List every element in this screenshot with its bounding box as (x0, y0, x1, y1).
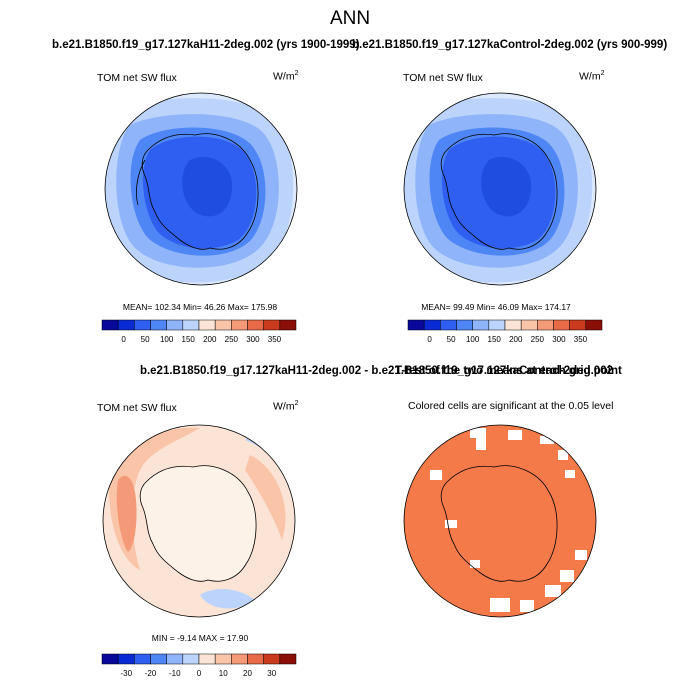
case2-colorbar-swatch (440, 319, 457, 331)
diff-colorbar-tick-label: 30 (267, 669, 276, 678)
case1-colorbar-swatch (263, 319, 281, 331)
case1-colorbar-tick-label: 300 (246, 335, 260, 344)
case2-colorbar-swatch (456, 319, 473, 331)
case2-colorbar-swatch (537, 319, 554, 331)
case1-colorbar-swatch (134, 319, 151, 331)
diff-colorbar-swatch (182, 653, 200, 665)
diff-unit: W/m2 (273, 400, 299, 413)
ttest-header: T-test of the two means at each grid poi… (395, 365, 622, 377)
case1-colorbar-swatch (150, 319, 167, 331)
diff-colorbar-swatch (247, 653, 264, 665)
case1-colorbar-tick-label: 150 (182, 335, 196, 344)
case2-colorbar-swatch (407, 319, 425, 331)
case2-colorbar-tick-label: 150 (488, 335, 502, 344)
case2-colorbar-swatch (488, 319, 506, 331)
diff-colorbar-swatch (166, 653, 184, 665)
case1-colorbar: 0 50 100 150 200 250 300 350 (101, 319, 297, 344)
case2-colorbar-tick-label: 0 (427, 335, 432, 344)
case1-stats: MEAN= 102.34 Min= 46.26 Max= 175.98 (122, 302, 278, 312)
diff-header: b.e21.B1850.f19_g17.127kaH11-2deg.002 - … (139, 365, 613, 377)
case1-colorbar-swatch (117, 319, 135, 331)
case1-colorbar-swatch (214, 319, 232, 331)
case2-colorbar-tick-label: 250 (531, 335, 545, 344)
case2-colorbar: 0 50 100 150 200 250 300 350 (407, 319, 603, 344)
case1-colorbar-tick-label: 100 (160, 335, 174, 344)
diff-colorbar-tick-label: 0 (197, 669, 202, 678)
ttest-label: Colored cells are significant at the 0.0… (408, 400, 614, 412)
diff-colorbar-tick-label: -10 (169, 669, 181, 678)
case2-unit: W/m2 (579, 70, 605, 83)
case2-colorbar-swatch (553, 319, 570, 331)
figure-title: ANN (329, 8, 371, 29)
diff-colorbar-swatch (263, 653, 281, 665)
diff-colorbar-tick-label: -30 (120, 669, 132, 678)
case1-colorbar-swatch (247, 319, 264, 331)
diff-colorbar-tick-label: -20 (145, 669, 157, 678)
case1-colorbar-tick-label: 250 (225, 335, 239, 344)
diff-colorbar-swatch (279, 653, 297, 665)
case2-colorbar-swatch (472, 319, 490, 331)
case2-colorbar-swatch (423, 319, 441, 331)
case2-colorbar-swatch (504, 319, 522, 331)
case2-colorbar-tick-label: 50 (447, 335, 456, 344)
diff-colorbar-swatch (117, 653, 135, 665)
case1-header: b.e21.B1850.f19_g17.127kaH11-2deg.002 (y… (52, 39, 360, 51)
case1-colorbar-tick-label: 350 (268, 335, 282, 344)
diff-colorbar-swatch (150, 653, 167, 665)
diff-colorbar-tick-label: 20 (243, 669, 252, 678)
case1-colorbar-swatch (101, 319, 119, 331)
diff-stats: MIN = -9.14 MAX = 17.90 (151, 633, 249, 643)
case1-colorbar-swatch (231, 319, 248, 331)
case1-colorbar-swatch (182, 319, 200, 331)
diff-colorbar: -30 -20 -10 0 10 20 30 (101, 653, 297, 678)
diff-colorbar-swatch (101, 653, 119, 665)
diff-colorbar-swatch (231, 653, 248, 665)
diff-colorbar-swatch (134, 653, 151, 665)
case2-colorbar-swatch (569, 319, 587, 331)
diff-colorbar-tick-label: 10 (219, 669, 228, 678)
case1-colorbar-tick-label: 200 (203, 335, 217, 344)
case2-colorbar-tick-label: 350 (574, 335, 588, 344)
case1-unit: W/m2 (273, 70, 299, 83)
case2-colorbar-tick-label: 300 (552, 335, 566, 344)
case2-header: b.e21.B1850.f19_g17.127kaControl-2deg.00… (352, 39, 668, 51)
case1-colorbar-tick-label: 50 (141, 335, 150, 344)
diff-colorbar-swatch (198, 653, 216, 665)
case1-colorbar-swatch (279, 319, 297, 331)
case2-colorbar-tick-label: 100 (466, 335, 480, 344)
case1-colorbar-swatch (198, 319, 216, 331)
case2-colorbar-swatch (520, 319, 538, 331)
case1-label: TOM net SW flux (97, 72, 177, 84)
case2-colorbar-swatch (585, 319, 603, 331)
case2-stats: MEAN= 99.49 Min= 46.09 Max= 174.17 (421, 302, 571, 312)
diff-label: TOM net SW flux (97, 402, 177, 414)
diff-colorbar-swatch (214, 653, 232, 665)
case2-label: TOM net SW flux (403, 72, 483, 84)
case1-colorbar-swatch (166, 319, 184, 331)
case1-colorbar-tick-label: 0 (121, 335, 126, 344)
case2-colorbar-tick-label: 200 (509, 335, 523, 344)
